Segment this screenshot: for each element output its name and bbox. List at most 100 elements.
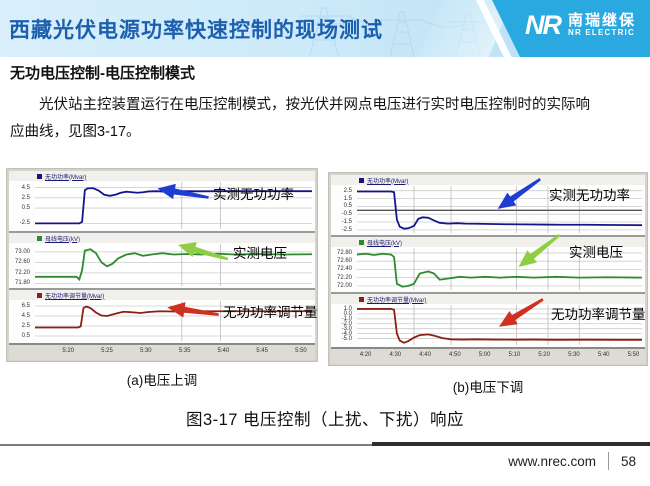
figure-caption: 图3-17 电压控制（上扰、下扰）响应 — [185, 411, 465, 429]
x-tick-label: 5:45 — [256, 348, 268, 354]
y-tick-label: 4.5 — [21, 313, 30, 319]
legend-label: 母线电压(kV) — [367, 240, 402, 247]
legend-swatch-icon — [359, 239, 364, 245]
legend-label: 无功功率调节量(Mvar) — [45, 293, 105, 300]
y-tick-label: 4.5 — [21, 184, 30, 191]
chart-panel-reactive-adjustment: 无功功率调节量(Mvar) 6.5 4.5 2.5 0.5 无功功率调节量 — [9, 290, 318, 344]
y-tick-label: -2.5 — [341, 226, 352, 233]
y-tick-label: 0.5 — [343, 203, 352, 210]
plot-area — [357, 305, 642, 345]
y-tick-label: -4.0 — [341, 330, 352, 337]
y-tick-label: 6.5 — [21, 303, 30, 309]
y-tick-label: 2.5 — [21, 194, 30, 201]
legend-swatch-icon — [37, 173, 42, 179]
subfigure-caption-b: (b)电压下调 — [452, 380, 524, 395]
legend-label: 无功功率(Mvar) — [45, 174, 87, 181]
annotation-label: 无功功率调节量 — [551, 307, 646, 322]
footer-url: www.nrec.com — [508, 453, 596, 469]
y-axis: 6.5 4.5 2.5 0.5 — [9, 301, 33, 341]
x-axis: 5:20 5:25 5:30 5:35 5:40 5:45 5:50 — [9, 344, 315, 360]
plot-area — [357, 186, 642, 233]
series-line — [357, 191, 642, 228]
y-tick-label: 72.20 — [14, 269, 30, 276]
x-tick-label: 5:50 — [627, 352, 640, 358]
arrow-icon — [518, 233, 561, 268]
y-tick-label: 2.5 — [21, 323, 30, 329]
plot-area — [35, 244, 312, 286]
y-tick-label: 72.40 — [336, 266, 352, 273]
y-tick-label: -0.5 — [341, 211, 352, 218]
annotation-reactive-adjustment: 无功功率调节量 — [167, 301, 318, 321]
legend-swatch-icon — [37, 235, 42, 241]
x-tick-label: 4:50 — [449, 352, 461, 358]
y-tick-label: -2.0 — [341, 320, 352, 327]
y-tick-label: 0.5 — [21, 205, 30, 212]
x-tick-label: 5:35 — [178, 348, 191, 354]
y-tick-label: -3.0 — [341, 325, 352, 332]
y-tick-label: 1.5 — [343, 195, 352, 202]
chart-legend: 无功功率(Mvar) — [9, 171, 315, 181]
y-tick-label: -2.5 — [19, 220, 30, 227]
chart-legend: 无功功率调节量(Mvar) — [9, 290, 315, 300]
x-axis: 4:20 4:30 4:40 4:50 5:00 5:10 5:20 5:30 5:40 5:50 — [331, 348, 645, 364]
legend-label: 母线电压(kV) — [45, 236, 80, 243]
slide-header: 西藏光伏电源功率快速控制的现场测试 NR 南瑞继保 NR ELECTRIC — [0, 0, 650, 57]
legend-label: 无功功率(Mvar) — [367, 178, 409, 185]
y-tick-label: 72.80 — [336, 249, 352, 256]
x-tick-label: 5:25 — [101, 348, 113, 354]
y-axis: 4.5 2.5 0.5 -2.5 — [9, 182, 33, 229]
arrow-icon — [497, 178, 542, 209]
chart-panel-reactive-adjustment: 无功功率调节量(Mvar) 1.0 0.0 -1.0 -2.0 -3.0 -4.0 -5.0… — [331, 294, 646, 348]
y-tick-label: 71.80 — [14, 280, 30, 287]
series-line — [357, 254, 642, 287]
arrow-icon — [157, 183, 209, 200]
page-number: 58 — [620, 453, 636, 469]
footer-divider-line — [0, 444, 650, 446]
chart-panel-voltage: 母线电压(kV) 73.00 72.60 72.20 71.80 实测电压 — [9, 233, 315, 290]
annotation-measured-reactive-power: 实测无功功率 — [493, 178, 630, 209]
plot-area — [357, 248, 642, 290]
y-axis: 1.0 0.0 -1.0 -2.0 -3.0 -4.0 -5.0 — [331, 305, 355, 345]
x-tick-label: 5:30 — [139, 348, 152, 354]
chart-legend: 无功功率调节量(Mvar) — [331, 294, 645, 304]
x-tick-label: 5:30 — [568, 352, 580, 358]
x-tick-label: 4:40 — [419, 352, 431, 358]
chart-legend: 母线电压(kV) — [331, 237, 645, 247]
y-tick-label: 72.60 — [336, 258, 352, 265]
footer-divider-line-dark — [372, 442, 650, 446]
x-tick-label: 5:40 — [217, 348, 230, 354]
slide-title: 西藏光伏电源功率快速控制的现场测试 — [9, 19, 383, 42]
chart-group-voltage-down: 无功功率(Mvar) 2.5 1.5 0.5 -0.5 -1.5 -2.5 实测无功功率 … — [328, 172, 648, 366]
y-tick-label: 72.20 — [336, 274, 352, 281]
y-tick-label: 1.0 — [343, 305, 352, 312]
series-line — [357, 309, 642, 343]
legend-label: 无功功率调节量(Mvar) — [367, 297, 427, 304]
x-tick-label: 5:40 — [597, 352, 610, 358]
annotation-measured-reactive-power: 实测无功功率 — [157, 183, 294, 203]
nr-logo-icon: NR — [524, 10, 562, 40]
footer: www.nrec.com 58 — [508, 452, 636, 470]
x-tick-label: 5:20 — [62, 348, 75, 354]
subfigure-caption-a: (a)电压上调 — [126, 373, 198, 388]
legend-swatch-icon — [359, 177, 364, 183]
logo-background — [492, 0, 650, 57]
chart-panel-reactive-power: 无功功率(Mvar) 2.5 1.5 0.5 -0.5 -1.5 -2.5 实测无功功率 — [331, 175, 645, 237]
y-axis: 72.80 72.60 72.40 72.20 72.00 — [331, 248, 355, 290]
footer-separator — [607, 452, 609, 470]
annotation-label: 实测无功功率 — [213, 187, 294, 202]
chart-panel-voltage: 母线电压(kV) 72.80 72.60 72.40 72.20 72.00 实测电压 — [331, 233, 645, 294]
annotation-measured-voltage: 实测电压 — [513, 233, 623, 268]
section-heading: 无功电压控制-电压控制模式 — [10, 65, 195, 82]
x-tick-label: 5:50 — [295, 348, 307, 354]
annotation-label: 无功功率调节量 — [223, 305, 318, 320]
annotation-measured-voltage: 实测电压 — [177, 242, 287, 262]
y-tick-label: -5.0 — [341, 335, 352, 342]
annotation-label: 实测无功功率 — [549, 188, 630, 203]
nr-electric-logo: NR 南瑞继保 NR ELECTRIC — [525, 12, 636, 39]
y-tick-label: 72.60 — [14, 259, 30, 266]
arrow-icon — [178, 242, 229, 261]
arrow-icon — [498, 298, 544, 327]
legend-swatch-icon — [359, 296, 364, 302]
x-tick-label: 5:20 — [538, 352, 550, 358]
